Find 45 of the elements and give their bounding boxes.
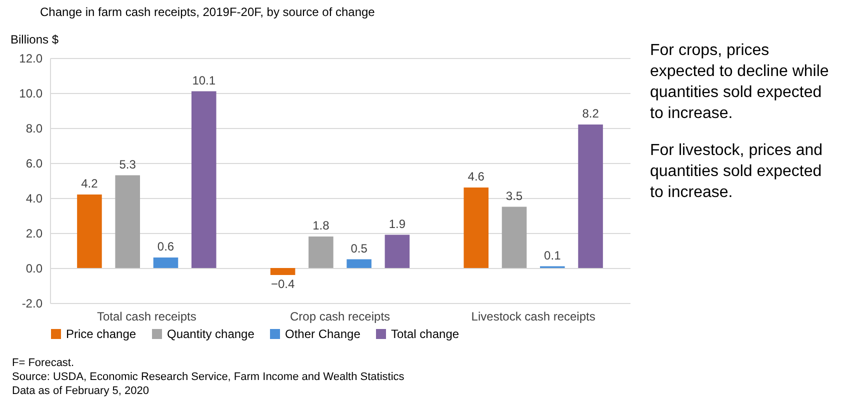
data-label: 8.2 <box>582 106 600 120</box>
data-label: 0.6 <box>157 240 174 254</box>
y-tick-label: 0.0 <box>26 262 43 276</box>
text: For livestock, prices and quantities sold expected to increase. <box>650 141 824 203</box>
bar <box>346 259 372 268</box>
y-tick-label: 10.0 <box>19 86 43 100</box>
y-tick-label: 6.0 <box>26 156 43 170</box>
bar <box>77 194 102 268</box>
x-tick-label: Livestock cash receipts <box>471 310 596 324</box>
bar <box>578 124 603 268</box>
x-tick-label: Crop cash receipts <box>290 310 390 324</box>
y-tick-label: 4.0 <box>26 192 43 206</box>
y-tick-label: 12.0 <box>19 52 43 66</box>
legend-label: Price change <box>66 327 136 341</box>
data-label: 0.5 <box>350 241 368 256</box>
bar <box>191 91 216 268</box>
data-label: −0.4 <box>270 277 295 291</box>
data-label: 4.2 <box>81 176 98 190</box>
text: F= Forecast. <box>12 356 76 370</box>
x-tick-label: Total cash receipts <box>96 310 196 324</box>
data-label: 3.5 <box>506 188 523 203</box>
legend-label: Total change <box>391 327 460 341</box>
bar <box>384 234 410 268</box>
bar <box>502 206 527 268</box>
text: Data as of February 5, 2020 <box>12 384 150 398</box>
y-tick-label: 8.0 <box>26 122 43 136</box>
data-label: 5.3 <box>119 157 136 172</box>
data-label: 4.6 <box>468 170 485 184</box>
bar <box>115 175 140 268</box>
data-label: 0.1 <box>544 248 562 262</box>
chart-title: Change in farm cash receipts, 2019F-20F, by source of change <box>40 5 376 19</box>
bar <box>153 258 178 268</box>
y-axis-title: Billions $ <box>10 32 59 46</box>
data-label: 1.8 <box>312 218 330 232</box>
bar <box>270 268 296 275</box>
legend-label: Other Change <box>285 327 361 341</box>
text: For crops, prices expected to decline while quantities sold expected to increase. <box>650 41 830 124</box>
legend-label: Quantity change <box>167 327 255 341</box>
y-tick-label: 2.0 <box>26 226 43 240</box>
data-label: 10.1 <box>192 73 216 88</box>
bar <box>308 236 334 268</box>
source-note: Source: USDA, Economic Research Service, Farm Income and Wealth Statistics <box>12 370 404 384</box>
bar <box>464 188 489 268</box>
data-label: 1.9 <box>388 216 406 231</box>
y-tick-label: -2.0 <box>22 296 43 310</box>
